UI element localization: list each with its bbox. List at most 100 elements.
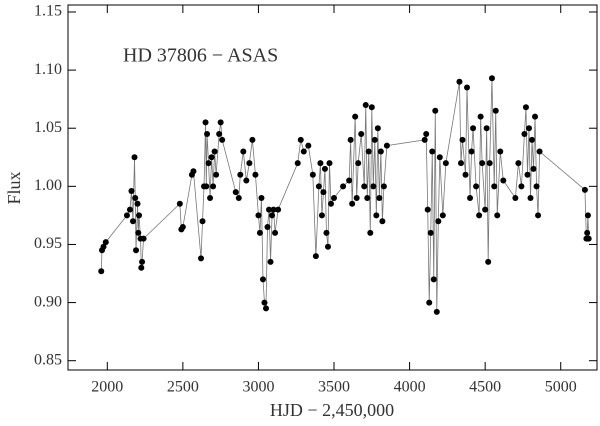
data-point: [442, 160, 449, 167]
data-point: [470, 125, 477, 132]
y-tick-label: 0.90: [34, 293, 62, 310]
data-point: [500, 177, 507, 184]
x-tick-label: 2000: [91, 379, 123, 396]
data-point: [240, 148, 247, 155]
y-tick-label: 1.10: [34, 61, 62, 78]
data-point: [256, 229, 263, 236]
data-point: [379, 218, 386, 225]
x-tick-label: 3500: [318, 379, 350, 396]
data-point: [456, 78, 463, 85]
data-point: [529, 136, 536, 143]
data-point: [246, 160, 253, 167]
data-point: [267, 258, 274, 265]
data-point: [380, 183, 387, 190]
y-axis-label: Flux: [4, 171, 24, 204]
data-point: [515, 160, 522, 167]
data-point: [476, 212, 483, 219]
data-point: [202, 119, 209, 126]
data-line: [100, 78, 590, 312]
data-point: [377, 148, 384, 155]
data-point: [368, 104, 375, 111]
data-point: [424, 206, 431, 213]
data-point: [100, 243, 107, 250]
data-point: [433, 308, 440, 315]
x-axis-label: HJD − 2,450,000: [270, 400, 394, 420]
data-point: [346, 177, 353, 184]
data-point: [371, 136, 378, 143]
data-point: [252, 171, 259, 178]
y-tick-label: 1.05: [34, 119, 62, 136]
data-point: [315, 183, 322, 190]
data-point: [211, 148, 218, 155]
data-point: [492, 107, 499, 114]
data-point: [102, 239, 109, 246]
data-point: [459, 136, 466, 143]
data-point: [497, 148, 504, 155]
data-point: [318, 212, 325, 219]
data-point: [383, 142, 390, 149]
data-point: [198, 255, 205, 262]
data-point: [427, 229, 434, 236]
data-point: [429, 148, 436, 155]
data-point: [518, 183, 525, 190]
data-point: [126, 206, 133, 213]
data-point: [129, 218, 136, 225]
y-tick-label: 1.00: [34, 177, 62, 194]
data-point: [421, 136, 428, 143]
data-point: [98, 268, 105, 275]
data-point: [491, 183, 498, 190]
data-point: [347, 136, 354, 143]
data-point: [258, 194, 265, 201]
data-point: [136, 212, 143, 219]
data-point: [327, 200, 334, 207]
data-point: [138, 264, 145, 271]
y-tick-label: 1.15: [34, 3, 62, 20]
data-point: [128, 187, 135, 194]
data-point: [203, 183, 210, 190]
data-point: [479, 160, 486, 167]
data-point: [262, 305, 269, 312]
data-point: [467, 194, 474, 201]
data-point: [462, 171, 469, 178]
y-tick-label: 0.85: [34, 351, 62, 368]
data-point: [132, 194, 139, 201]
x-tick-label: 5000: [545, 379, 577, 396]
data-point: [264, 224, 271, 231]
data-point: [232, 189, 239, 196]
x-tick-label: 4500: [469, 379, 501, 396]
data-point: [473, 183, 480, 190]
data-point: [530, 165, 537, 172]
data-point: [217, 119, 224, 126]
data-point: [364, 194, 371, 201]
data-point: [532, 113, 539, 120]
data-point: [477, 113, 484, 120]
x-tick-label: 3000: [242, 379, 274, 396]
data-point: [436, 154, 443, 161]
data-point: [270, 206, 277, 213]
x-tick-label: 2500: [167, 379, 199, 396]
data-point: [358, 131, 365, 138]
data-point: [488, 75, 495, 82]
data-point: [300, 148, 307, 155]
data-point: [294, 160, 301, 167]
data-point: [216, 131, 223, 138]
data-point: [213, 171, 220, 178]
data-point: [486, 160, 493, 167]
data-point: [512, 194, 519, 201]
data-point: [321, 165, 328, 172]
data-point: [585, 235, 592, 242]
data-point: [352, 113, 359, 120]
data-point: [326, 160, 333, 167]
data-point: [361, 183, 368, 190]
data-point: [521, 131, 528, 138]
data-point: [140, 235, 147, 242]
data-point: [259, 276, 266, 283]
data-point: [131, 154, 138, 161]
data-point: [464, 84, 471, 91]
data-point: [235, 194, 242, 201]
data-point: [468, 148, 475, 155]
data-point: [432, 107, 439, 114]
data-point: [219, 136, 226, 143]
data-point: [237, 171, 244, 178]
data-point: [482, 206, 489, 213]
